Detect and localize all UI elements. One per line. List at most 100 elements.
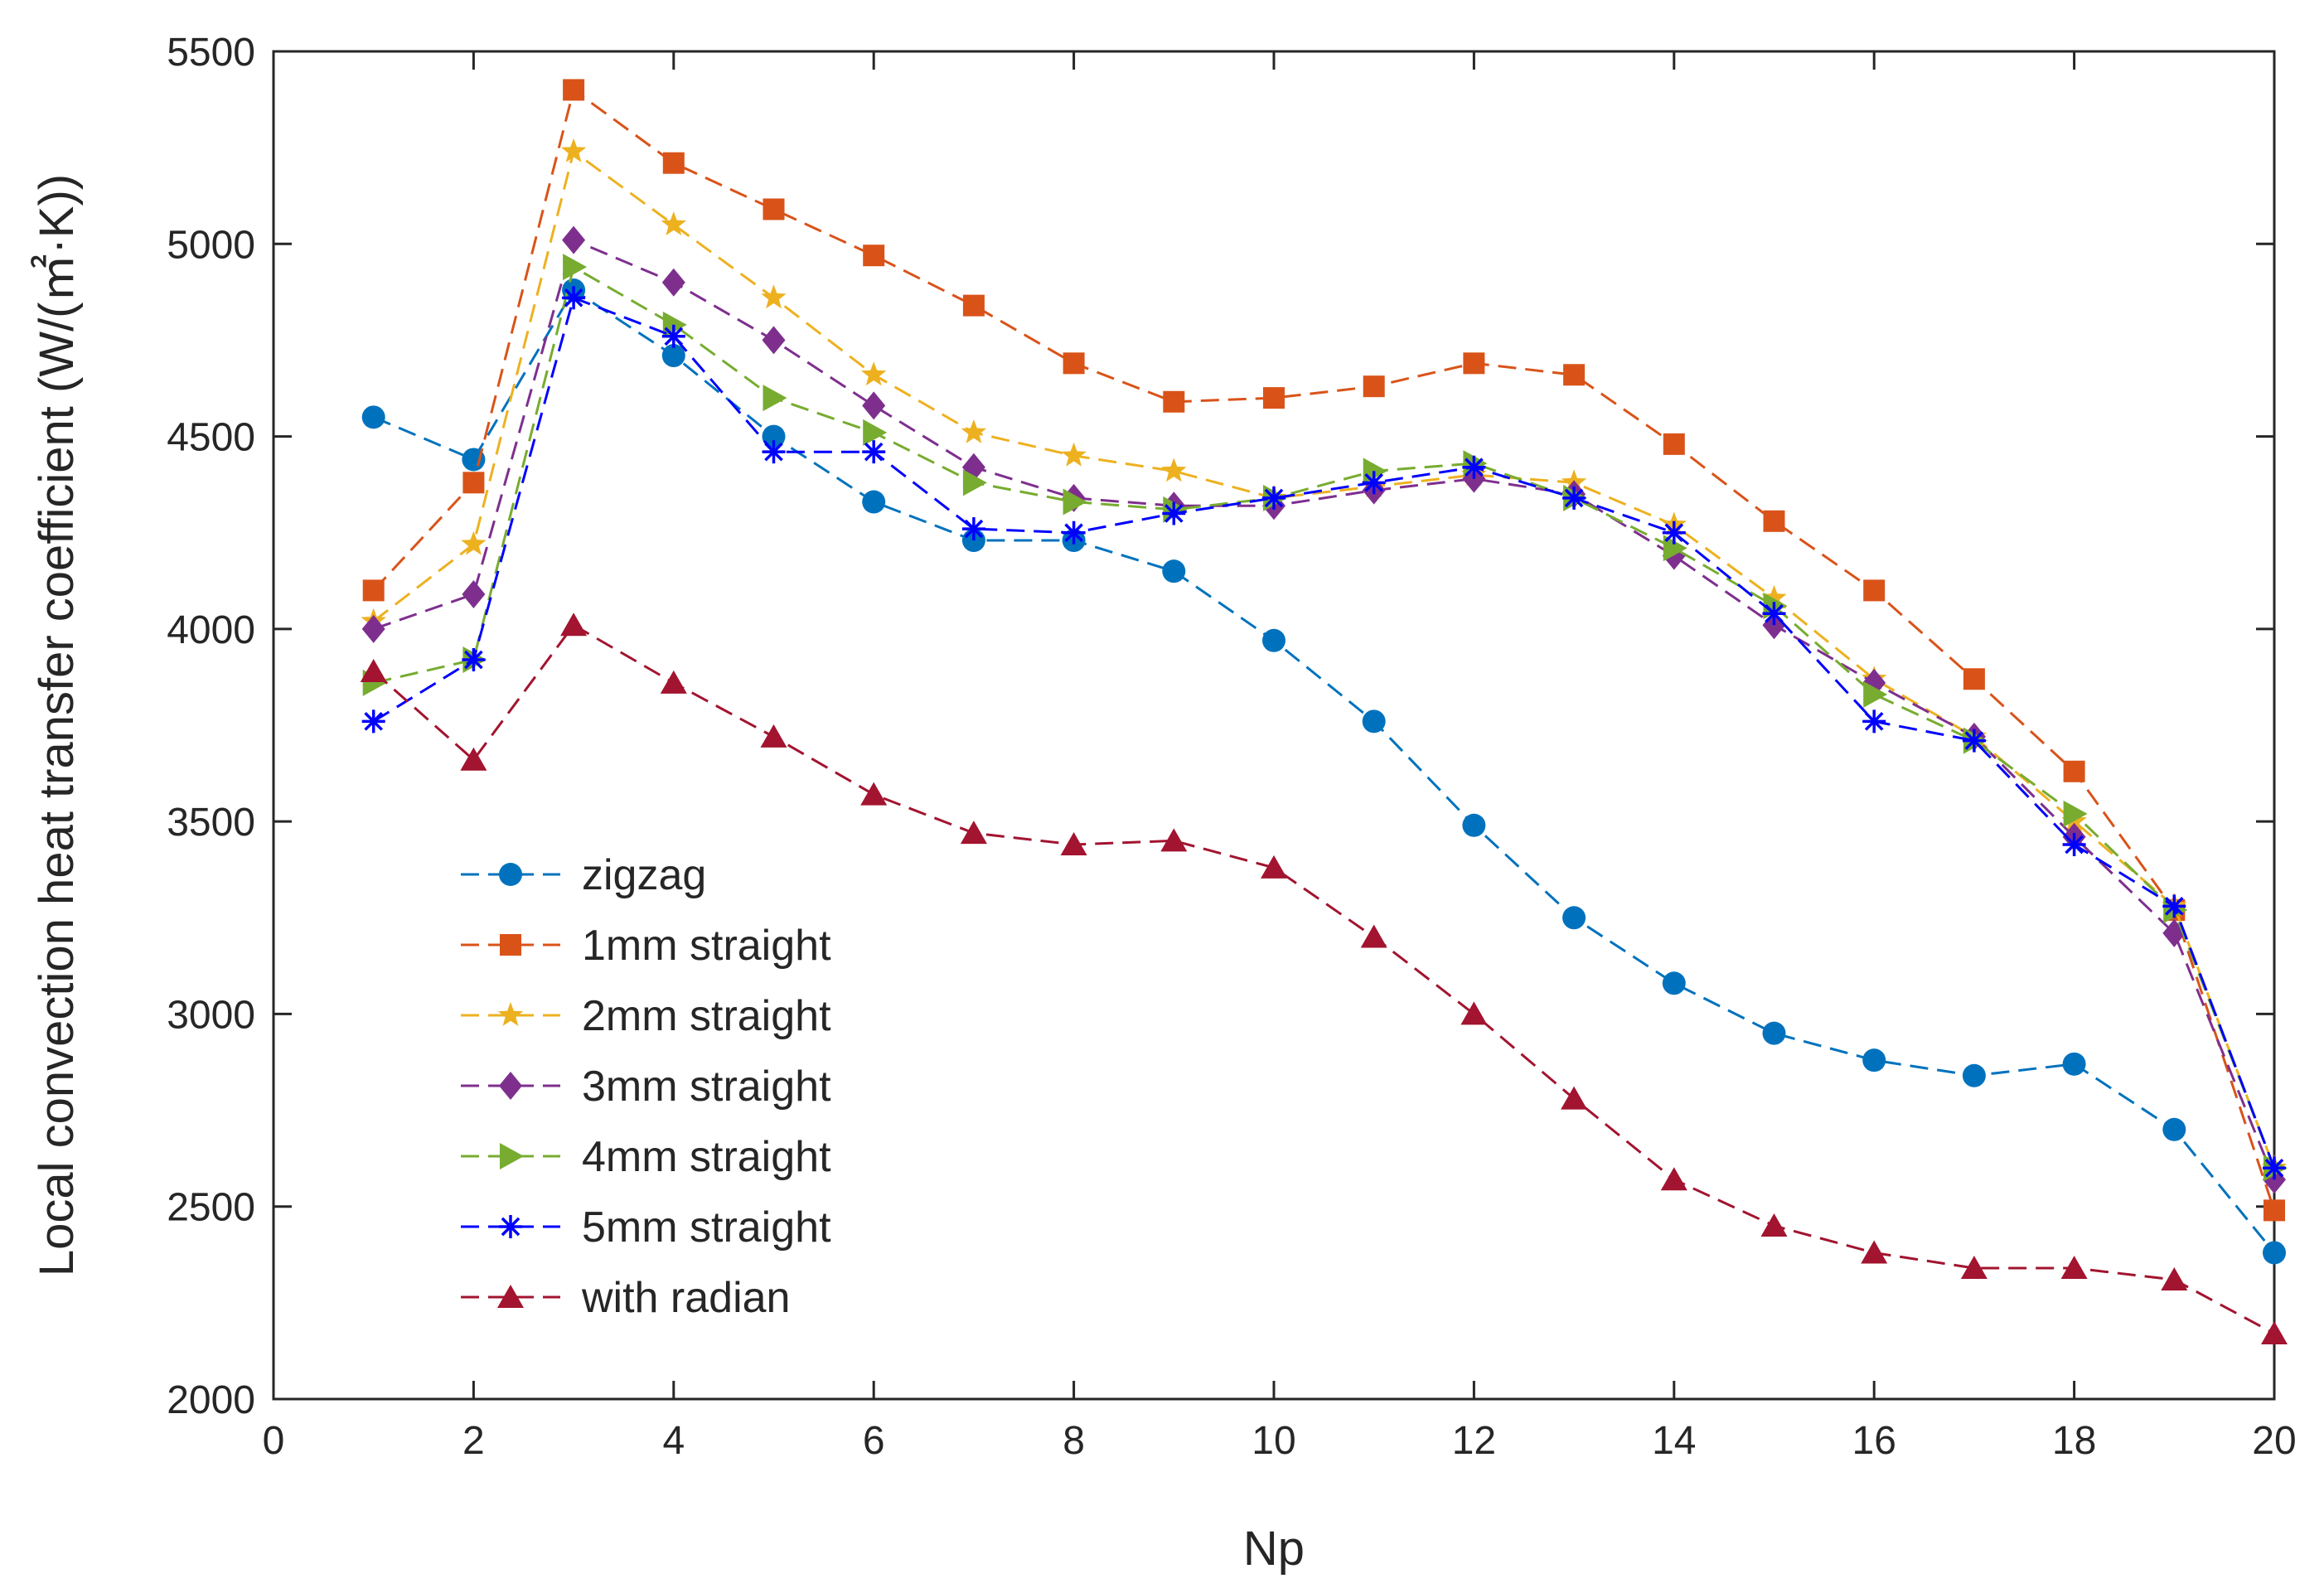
asterisk-stroke <box>1564 488 1584 508</box>
legend-label-3mm-straight: 3mm straight <box>582 1063 831 1111</box>
legend-label-zigzag: zigzag <box>582 851 706 899</box>
x-axis-label: Np <box>1243 1522 1305 1576</box>
data-point-with-radian <box>1960 1256 1988 1280</box>
asterisk-stroke <box>1664 523 1684 543</box>
data-point-1mm-straight <box>1863 579 1886 602</box>
data-point-4mm-straight <box>2063 800 2088 827</box>
data-point-1mm-straight <box>1563 364 1586 386</box>
data-point-3mm-straight <box>661 268 685 297</box>
data-point-3mm-straight <box>361 614 385 643</box>
data-point-5mm-straight <box>2263 1156 2286 1180</box>
data-point-zigzag <box>2062 1052 2086 1076</box>
data-point-5mm-straight <box>1762 602 1786 626</box>
series-line-3mm-straight <box>373 238 2276 1180</box>
data-point-with-radian <box>460 747 487 771</box>
legend-label-4mm-straight: 4mm straight <box>582 1133 831 1181</box>
data-point-5mm-straight <box>1162 501 1186 525</box>
data-point-zigzag <box>361 405 385 429</box>
data-point-1mm-straight <box>1963 668 1985 690</box>
y-tick-label: 2000 <box>167 1378 255 1422</box>
y-axis-ticks: 2000 2500 3000 3500 4000 4500 5000 5500 <box>167 31 2274 1422</box>
legend-label-5mm-straight: 5mm straight <box>582 1203 831 1252</box>
asterisk-stroke <box>1864 712 1884 731</box>
x-tick-label: 18 <box>2052 1419 2096 1463</box>
asterisk-stroke <box>1164 504 1184 523</box>
data-point-1mm-straight <box>662 152 685 174</box>
data-point-1mm-straight <box>362 579 385 602</box>
y-tick-label: 3000 <box>167 993 255 1037</box>
data-point-4mm-straight <box>962 469 987 496</box>
series-line-4mm-straight <box>373 264 2276 1169</box>
data-point-2mm-straight <box>961 419 987 443</box>
data-point-1mm-straight <box>1163 390 1185 413</box>
y-tick-label: 3500 <box>167 801 255 845</box>
data-point-1mm-straight <box>962 294 985 317</box>
data-point-5mm-straight <box>1562 486 1586 510</box>
asterisk-stroke <box>2065 835 2084 855</box>
data-point-with-radian <box>360 658 387 682</box>
data-point-with-radian <box>2161 1266 2188 1290</box>
asterisk-stroke <box>364 712 384 731</box>
data-point-1mm-straight <box>1063 352 1085 375</box>
series-line-2mm-straight <box>372 149 2276 1169</box>
data-point-2mm-straight <box>461 530 487 555</box>
asterisk-stroke <box>2164 897 2184 916</box>
data-point-5mm-straight <box>661 324 685 348</box>
data-point-zigzag <box>2263 1241 2286 1265</box>
data-point-zigzag <box>1162 559 1186 583</box>
data-point-5mm-straight <box>462 648 486 672</box>
series-line-zigzag <box>373 288 2276 1254</box>
y-axis-label: Local convection heat transfer coefficie… <box>30 174 84 1276</box>
series-line-5mm-straight <box>372 296 2276 1169</box>
data-point-zigzag <box>1662 971 1686 995</box>
x-tick-label: 2 <box>462 1419 485 1463</box>
x-tick-label: 0 <box>263 1419 285 1463</box>
data-point-with-radian <box>2261 1321 2288 1345</box>
data-point-with-radian <box>1261 855 1287 879</box>
series-layer <box>360 79 2288 1345</box>
y-tick-label: 2500 <box>167 1186 255 1230</box>
asterisk-stroke <box>464 650 483 670</box>
data-point-3mm-straight <box>562 225 586 254</box>
data-point-1mm-straight <box>2263 1199 2285 1222</box>
data-point-zigzag <box>1862 1048 1886 1072</box>
data-point-3mm-straight <box>862 391 886 420</box>
data-point-zigzag <box>1362 709 1386 734</box>
data-point-zigzag <box>1962 1063 1986 1087</box>
data-point-1mm-straight <box>1763 510 1785 532</box>
x-axis-ticks: 0 2 4 6 8 10 12 14 16 18 20 <box>263 51 2297 1463</box>
data-point-zigzag <box>1262 628 1285 652</box>
data-point-5mm-straight <box>2162 894 2186 918</box>
asterisk-stroke <box>501 1217 520 1237</box>
data-point-1mm-straight <box>462 472 485 494</box>
x-tick-label: 6 <box>863 1419 885 1463</box>
y-tick-label: 4000 <box>167 608 255 652</box>
data-point-5mm-straight <box>862 440 886 464</box>
data-point-5mm-straight <box>1262 486 1285 510</box>
asterisk-stroke <box>1765 603 1784 623</box>
series-line-1mm-straight <box>372 87 2276 1211</box>
y-tick-label: 4500 <box>167 416 255 460</box>
legend-label-with-radian: with radian <box>581 1274 790 1322</box>
data-point-1mm-straight <box>1363 375 1385 398</box>
series-5mm-straight <box>361 286 2286 1180</box>
x-tick-label: 14 <box>1652 1419 1696 1463</box>
data-point-zigzag <box>661 344 685 368</box>
data-point-5mm-straight <box>1862 709 1886 734</box>
data-point-4mm-straight <box>863 419 888 446</box>
data-point-4mm-straight <box>1063 488 1087 516</box>
data-point-5mm-straight <box>1362 471 1386 495</box>
legend-marker-zigzag <box>499 863 522 886</box>
data-point-3mm-straight <box>762 326 786 355</box>
data-point-2mm-straight <box>761 284 787 309</box>
y-tick-label: 5500 <box>167 31 255 75</box>
series-zigzag <box>361 278 2286 1265</box>
legend-label-1mm-straight: 1mm straight <box>582 922 831 970</box>
data-point-1mm-straight <box>1463 352 1485 375</box>
data-point-zigzag <box>1462 813 1486 837</box>
data-point-with-radian <box>1060 832 1087 856</box>
data-point-zigzag <box>1562 906 1586 930</box>
data-point-5mm-straight <box>2062 833 2086 857</box>
x-tick-label: 12 <box>1452 1419 1496 1463</box>
